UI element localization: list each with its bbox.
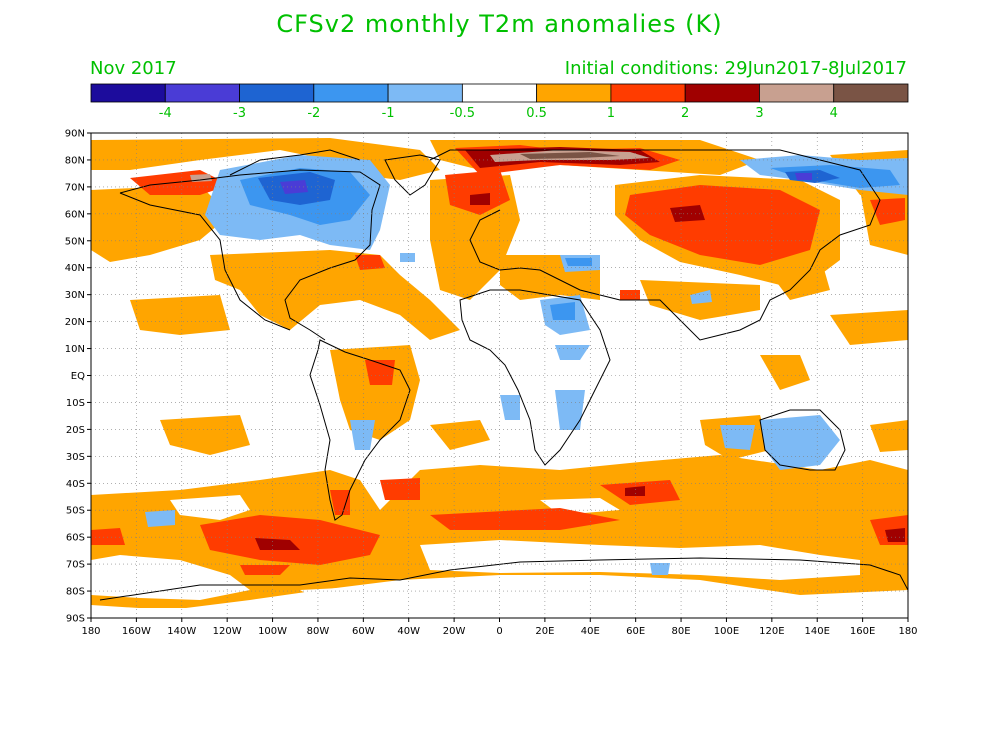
lon-label: 20W bbox=[443, 626, 466, 637]
lon-label: 100W bbox=[258, 626, 287, 637]
colorbar-label: 2 bbox=[681, 106, 689, 121]
colorbar-label: 4 bbox=[830, 106, 838, 121]
lon-label: 0 bbox=[496, 626, 502, 637]
map-title: CFSv2 monthly T2m anomalies (K) bbox=[276, 10, 723, 38]
lat-label: 70S bbox=[66, 560, 85, 571]
lat-label: 30S bbox=[66, 452, 85, 463]
colorbar-swatch bbox=[387, 83, 463, 103]
colorbar-swatch bbox=[90, 83, 166, 103]
colorbar-swatch bbox=[759, 83, 835, 103]
lat-label: 50N bbox=[65, 236, 85, 247]
lon-label: 60W bbox=[352, 626, 375, 637]
colorbar-swatch bbox=[313, 83, 389, 103]
lat-label: 60N bbox=[65, 209, 85, 220]
lat-label: 90S bbox=[66, 614, 85, 625]
lon-label: 180 bbox=[81, 626, 100, 637]
lat-label: 80N bbox=[65, 155, 85, 166]
lon-label: 120W bbox=[213, 626, 242, 637]
lon-label: 40E bbox=[581, 626, 600, 637]
lon-label: 160E bbox=[850, 626, 875, 637]
colorbar-swatch bbox=[610, 83, 686, 103]
colorbar-swatch bbox=[684, 83, 760, 103]
lat-label: 20N bbox=[65, 317, 85, 328]
lat-label: 10S bbox=[66, 398, 85, 409]
lat-label: 20S bbox=[66, 425, 85, 436]
lat-label: 10N bbox=[65, 344, 85, 355]
lon-label: 140W bbox=[167, 626, 196, 637]
lon-label: 180 bbox=[898, 626, 917, 637]
lon-label: 140E bbox=[805, 626, 830, 637]
lat-label: EQ bbox=[71, 371, 85, 382]
latitude-axis: 90N 80N 70N 60N 50N 40N 30N 20N 10N EQ 10S 20S 30S 40… bbox=[65, 129, 91, 625]
lon-label: 80E bbox=[672, 626, 691, 637]
colorbar-label: 1 bbox=[607, 106, 615, 121]
colorbar-swatch bbox=[461, 83, 538, 103]
lon-label: 100E bbox=[714, 626, 739, 637]
lat-label: 70N bbox=[65, 182, 85, 193]
lat-label: 30N bbox=[65, 290, 85, 301]
lon-label: 20E bbox=[535, 626, 554, 637]
colorbar-swatch bbox=[164, 83, 240, 103]
lat-label: 40S bbox=[66, 479, 85, 490]
colorbar-label: 3 bbox=[755, 106, 763, 121]
colorbar-label: -3 bbox=[233, 106, 246, 121]
colorbar-label: -4 bbox=[159, 106, 172, 121]
lat-label: 90N bbox=[65, 129, 85, 140]
initial-conditions: Initial conditions: 29Jun2017-8Jul2017 bbox=[564, 58, 907, 79]
colorbar-label: 0.5 bbox=[526, 106, 547, 121]
forecast-month: Nov 2017 bbox=[90, 58, 177, 79]
longitude-axis: 180 160W 140W 120W 100W 80W 60W 40W 20W 0 20E 40E 60… bbox=[81, 618, 918, 637]
lon-label: 80W bbox=[307, 626, 330, 637]
lon-label: 40W bbox=[397, 626, 420, 637]
colorbar-label: -0.5 bbox=[450, 106, 475, 121]
colorbar-label: -1 bbox=[382, 106, 395, 121]
colorbar: -4 -3 -2 -1 -0.5 0.5 1 2 3 4 bbox=[90, 83, 909, 121]
lon-label: 60E bbox=[626, 626, 645, 637]
anomaly-field bbox=[91, 133, 908, 618]
lon-label: 120E bbox=[759, 626, 784, 637]
lat-label: 80S bbox=[66, 587, 85, 598]
lat-label: 60S bbox=[66, 533, 85, 544]
lat-label: 50S bbox=[66, 506, 85, 517]
lat-label: 40N bbox=[65, 263, 85, 274]
colorbar-swatch bbox=[833, 83, 909, 103]
lon-label: 160W bbox=[122, 626, 151, 637]
colorbar-label: -2 bbox=[307, 106, 320, 121]
colorbar-swatch bbox=[536, 83, 612, 103]
colorbar-swatch bbox=[239, 83, 315, 103]
